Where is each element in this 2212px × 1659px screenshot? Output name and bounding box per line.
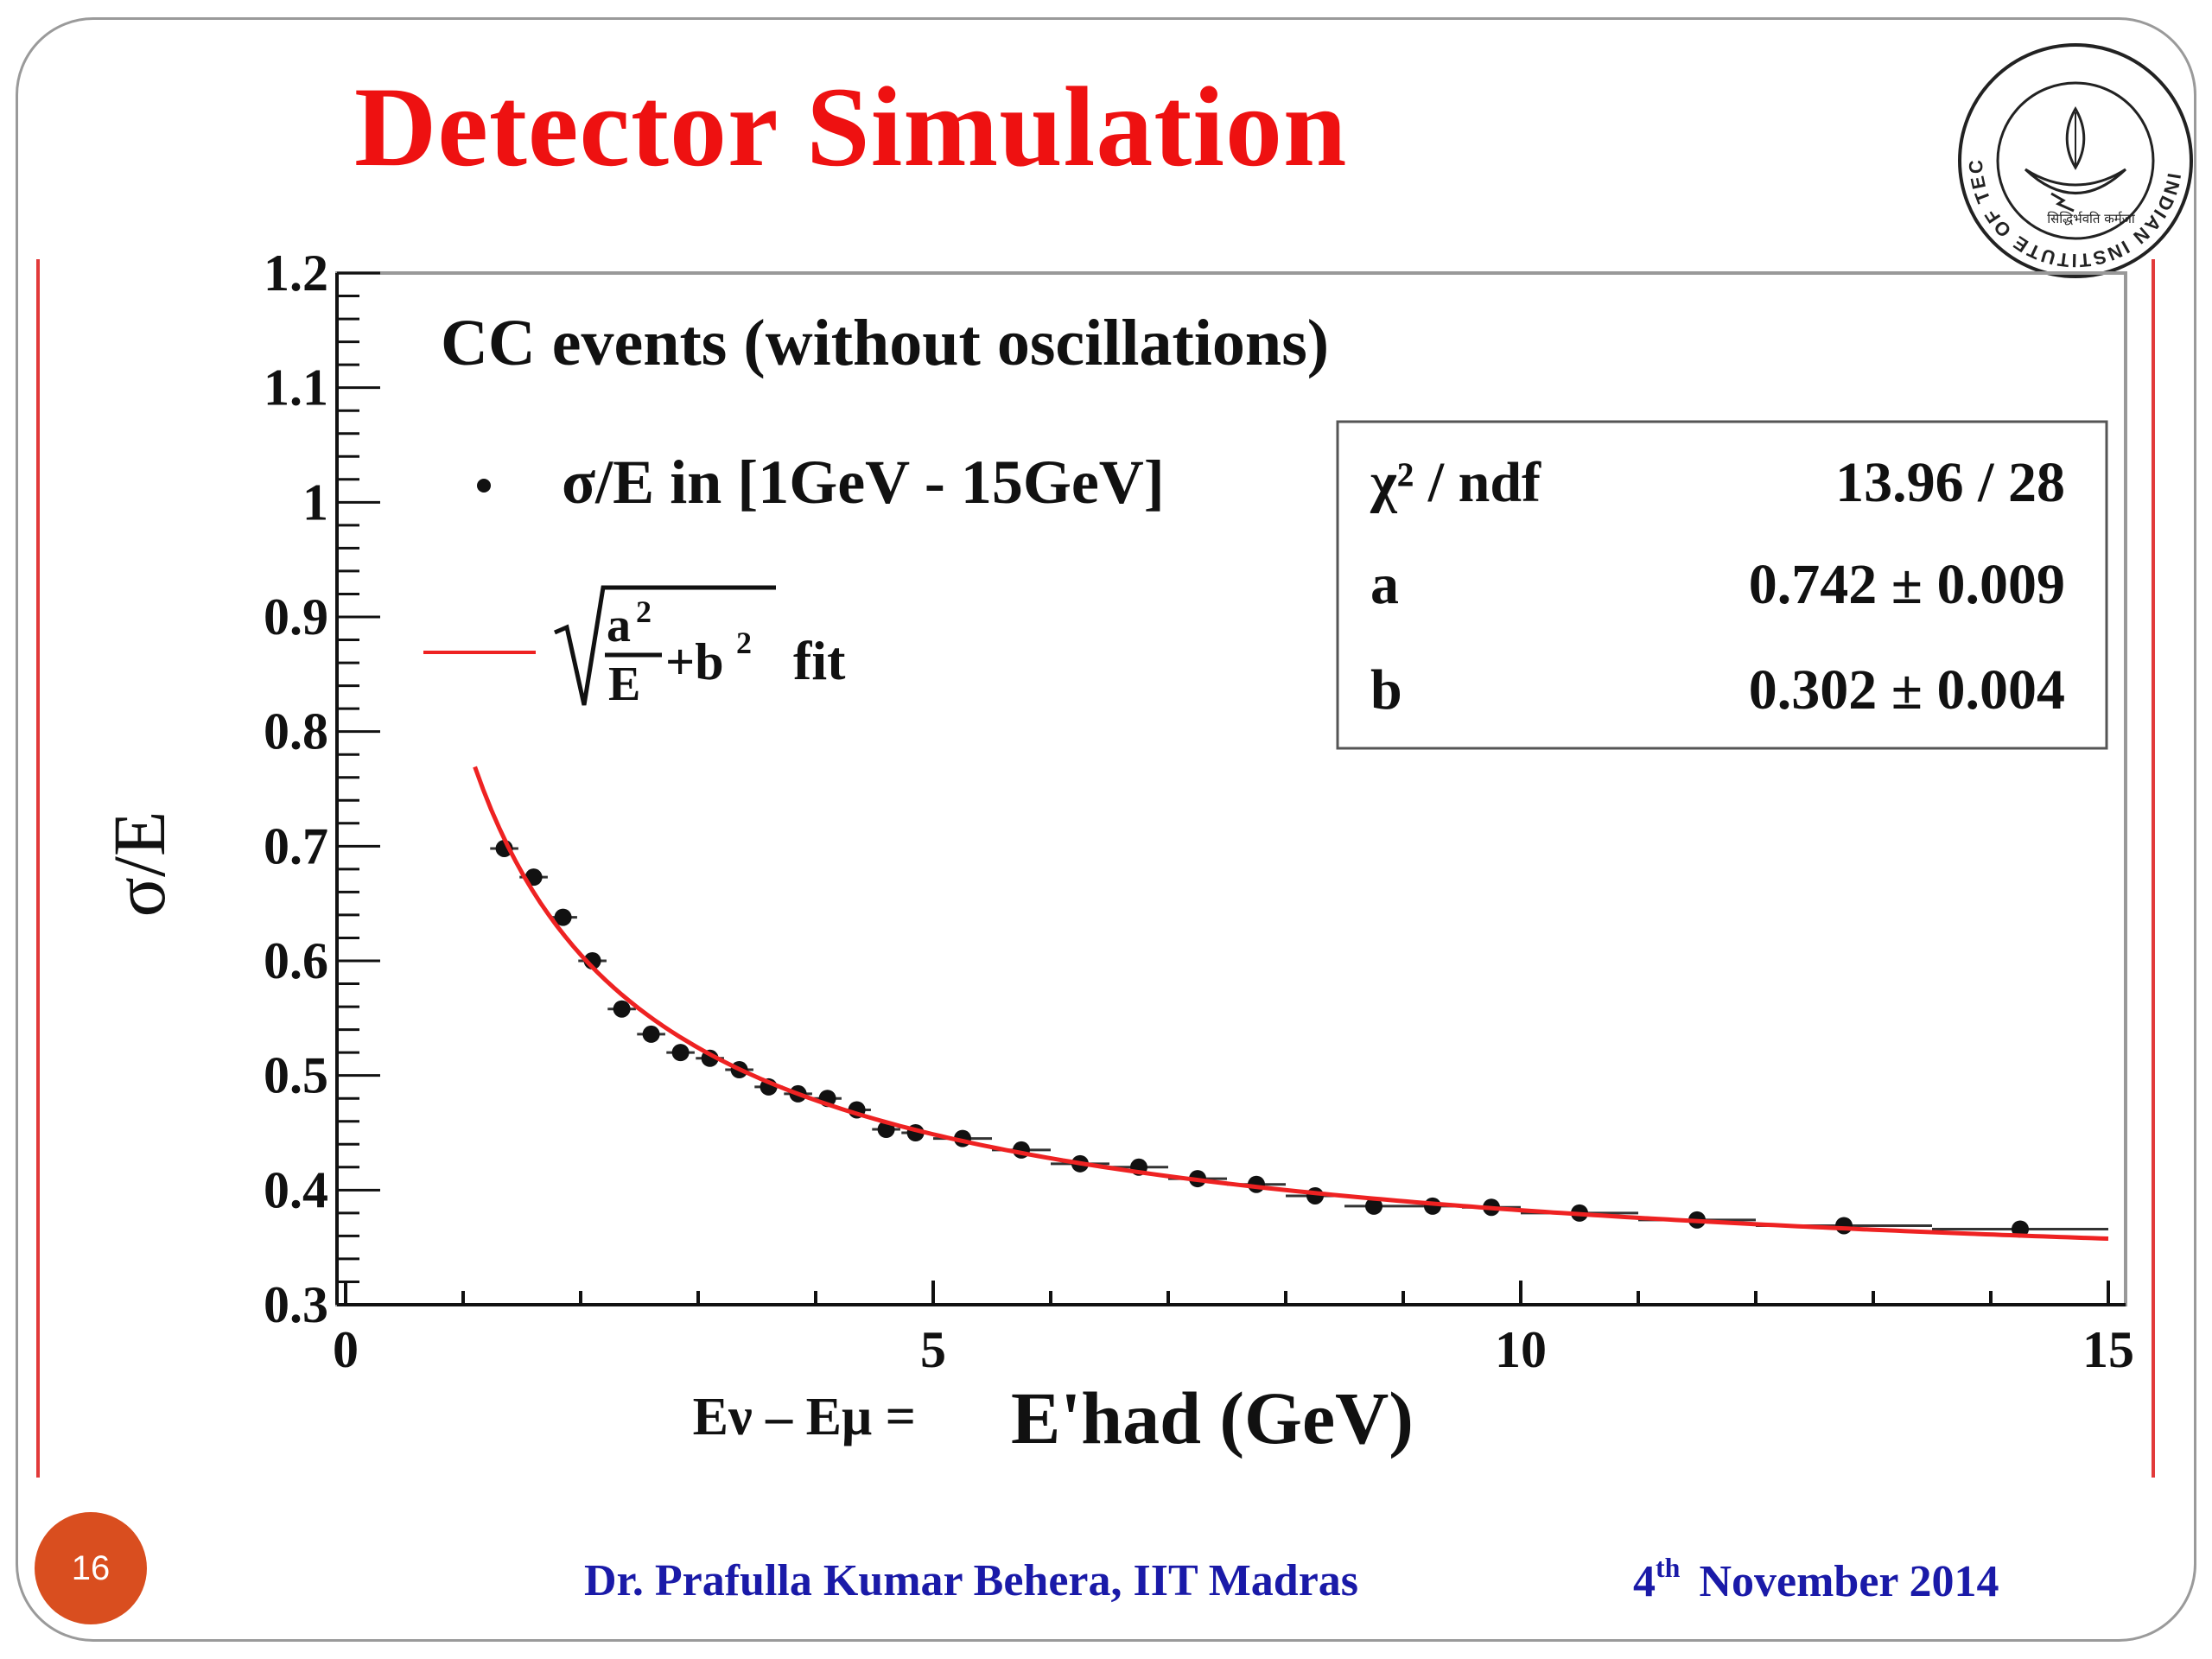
y-tick-label: 0.7 bbox=[264, 817, 328, 874]
legend-label-data: σ/E in [1GeV - 15GeV] bbox=[562, 448, 1165, 517]
y-tick-label: 0.5 bbox=[264, 1047, 328, 1104]
stats-box-frame bbox=[1336, 420, 2108, 750]
chart-title: CC events (without oscillations) bbox=[441, 307, 1329, 379]
svg-text:E: E bbox=[608, 658, 640, 711]
data-point-marker bbox=[642, 1025, 660, 1043]
right-red-rule bbox=[2152, 259, 2155, 1478]
left-red-rule bbox=[36, 259, 40, 1478]
stats-value-chi2: 13.96 / 28 bbox=[1835, 451, 2065, 514]
y-axis: 0.3 0.4 0.5 0.6 0.7 0.8 0.9 1 1.1 1.2 bbox=[264, 245, 380, 1333]
chart: 0 5 10 15 0.3 0.4 0.5 0.6 0.7 0.8 0.9 1 1.1 1.2 CC e… bbox=[98, 245, 2134, 1459]
data-point bbox=[607, 1000, 636, 1018]
series-points bbox=[490, 839, 2108, 1238]
y-tick-label: 1 bbox=[302, 474, 328, 531]
svg-text:a: a bbox=[607, 599, 631, 652]
stats-label-a: a bbox=[1370, 553, 1399, 616]
y-tick-label: 1.1 bbox=[264, 359, 328, 416]
y-tick-label: 1.2 bbox=[264, 245, 328, 302]
y-tick-label: 0.6 bbox=[264, 932, 328, 989]
stats-label-b: b bbox=[1370, 658, 1402, 721]
svg-text:fit: fit bbox=[793, 630, 846, 691]
data-point-marker bbox=[1365, 1197, 1382, 1215]
stats-box: χ² / ndf 13.96 / 28 a 0.742 ± 0.009 b 0.… bbox=[1336, 420, 2108, 750]
data-point-marker bbox=[671, 1044, 690, 1062]
date-suffix: th bbox=[1656, 1552, 1681, 1583]
svg-text:2: 2 bbox=[636, 594, 652, 629]
legend: σ/E in [1GeV - 15GeV] a 2 E +b 2 fit bbox=[423, 448, 1165, 711]
logo-motto: सिद्धिर्भवति कर्मजा bbox=[2047, 211, 2136, 226]
legend-fit-formula: a 2 E +b 2 fit bbox=[554, 585, 846, 711]
x-axis-label-main: E'had (GeV) bbox=[1011, 1376, 1414, 1459]
x-tick-label: 0 bbox=[333, 1321, 359, 1378]
stats-label-chi2: χ² / ndf bbox=[1370, 451, 1541, 514]
data-point bbox=[637, 1025, 665, 1043]
x-axis-label-prefix: Eν – Eμ = bbox=[693, 1388, 916, 1446]
data-point-marker bbox=[1835, 1217, 1853, 1235]
legend-dot-marker bbox=[477, 479, 491, 493]
data-point bbox=[549, 908, 577, 926]
data-point bbox=[1344, 1197, 1403, 1215]
footer-author: Dr. Prafulla Kumar Behera, IIT Madras bbox=[584, 1556, 1359, 1605]
footer-date: 4th November 2014 bbox=[1633, 1552, 1999, 1607]
y-tick-label: 0.3 bbox=[264, 1276, 328, 1333]
date-rest: November 2014 bbox=[1699, 1557, 1999, 1606]
y-axis-label: σ/E bbox=[98, 811, 181, 918]
stats-value-a: 0.742 ± 0.009 bbox=[1749, 553, 2065, 616]
svg-text:2: 2 bbox=[736, 626, 752, 660]
slide-frame bbox=[16, 17, 2196, 1642]
y-tick-label: 0.9 bbox=[264, 588, 328, 645]
fit-layer bbox=[473, 766, 2109, 1241]
x-tick-label: 5 bbox=[920, 1321, 946, 1378]
data-point-marker bbox=[554, 908, 572, 926]
x-axis: 0 5 10 15 bbox=[333, 1281, 2134, 1378]
data-point-marker bbox=[613, 1000, 631, 1018]
y-tick-label: 0.8 bbox=[264, 703, 328, 760]
page-number-badge: 16 bbox=[35, 1512, 147, 1624]
x-tick-label: 15 bbox=[2082, 1321, 2134, 1378]
y-tick-label: 0.4 bbox=[264, 1161, 328, 1218]
svg-text:+b: +b bbox=[665, 633, 724, 690]
iit-madras-seal-icon: INDIAN INSTITUTE OF TECHNOLOGY MADRAS सि… bbox=[1955, 40, 2193, 278]
x-tick-label: 10 bbox=[1495, 1321, 1547, 1378]
date-day: 4 bbox=[1633, 1557, 1656, 1606]
fit-curve bbox=[473, 766, 2109, 1241]
stats-value-b: 0.302 ± 0.004 bbox=[1749, 658, 2065, 721]
slide-title: Detector Simulation bbox=[354, 63, 1348, 190]
data-point bbox=[666, 1044, 695, 1062]
